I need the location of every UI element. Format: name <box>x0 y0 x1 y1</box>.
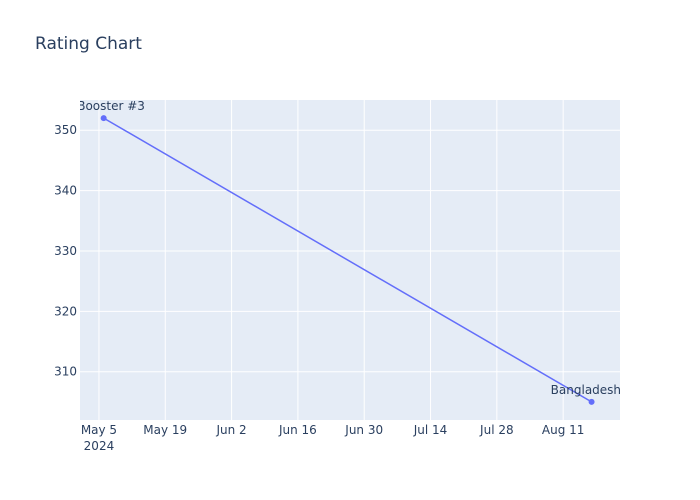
y-tick-label: 330 <box>54 244 77 258</box>
y-tick-label: 310 <box>54 365 77 379</box>
data-point <box>100 115 107 122</box>
x-tick-label: Jul 14 <box>413 423 448 437</box>
series-line <box>103 117 592 403</box>
y-tick-label: 350 <box>54 123 77 137</box>
data-point-label: in Booster #3 <box>62 99 144 113</box>
x-tick-label: Aug 11 <box>542 423 585 437</box>
x-tick-label: May 19 <box>143 423 187 437</box>
x-tick-label: May 5 <box>81 423 117 437</box>
data-point-label: Bangladesh 2 <box>551 383 633 397</box>
x-tick-label: Jun 2 <box>215 423 246 437</box>
x-tick-label: Jun 30 <box>344 423 383 437</box>
y-tick-label: 340 <box>54 184 77 198</box>
y-tick-label: 320 <box>54 304 77 318</box>
data-point <box>588 398 595 405</box>
chart-title: Rating Chart <box>35 34 142 54</box>
x-tick-label: Jun 16 <box>278 423 317 437</box>
x-tick-label: Jul 28 <box>479 423 514 437</box>
x-tick-year-label: 2024 <box>84 439 115 453</box>
